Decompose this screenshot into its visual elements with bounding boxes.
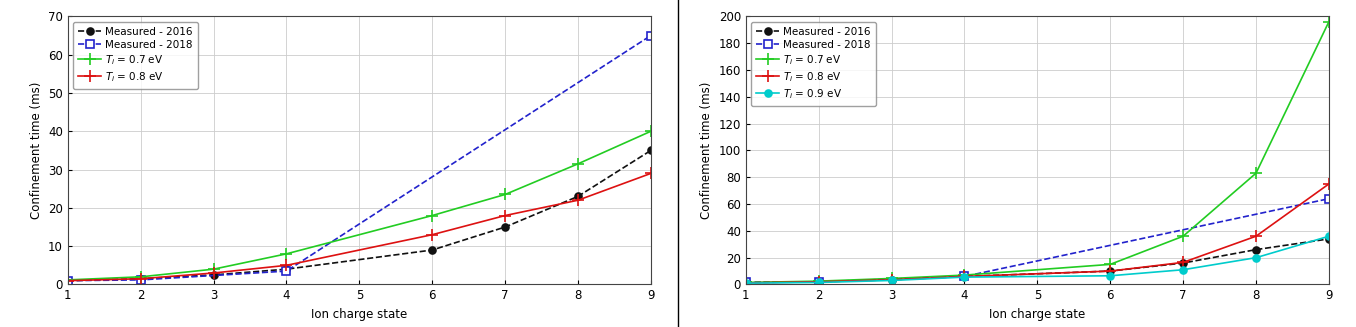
Measured - 2018 bbox=[133, 278, 149, 282]
Measured - 2016 bbox=[643, 148, 659, 152]
$T_i$ = 0.8 eV bbox=[570, 198, 586, 202]
$T_i$ = 0.8 eV bbox=[1102, 269, 1119, 273]
Legend: Measured - 2016, Measured - 2018, $T_i$ = 0.7 eV, $T_i$ = 0.8 eV, $T_i$ = 0.9 eV: Measured - 2016, Measured - 2018, $T_i$ … bbox=[751, 22, 876, 106]
Measured - 2018 bbox=[1321, 197, 1337, 201]
$T_i$ = 0.9 eV bbox=[884, 279, 900, 283]
$T_i$ = 0.9 eV bbox=[1174, 268, 1191, 272]
Measured - 2016 bbox=[884, 278, 900, 282]
Measured - 2016 bbox=[1174, 261, 1191, 265]
$T_i$ = 0.7 eV bbox=[1102, 262, 1119, 266]
Measured - 2016 bbox=[1248, 248, 1264, 251]
$T_i$ = 0.7 eV bbox=[496, 193, 513, 197]
$T_i$ = 0.9 eV bbox=[1102, 274, 1119, 278]
$T_i$ = 0.8 eV bbox=[1248, 234, 1264, 238]
Line: Measured - 2016: Measured - 2016 bbox=[64, 147, 655, 284]
$T_i$ = 0.8 eV bbox=[884, 278, 900, 282]
X-axis label: Ion charge state: Ion charge state bbox=[312, 308, 407, 321]
Measured - 2018 bbox=[278, 269, 294, 273]
Measured - 2018 bbox=[60, 279, 76, 283]
Measured - 2016 bbox=[956, 274, 972, 278]
$T_i$ = 0.8 eV bbox=[643, 171, 659, 175]
$T_i$ = 0.9 eV bbox=[811, 281, 827, 284]
Line: $T_i$ = 0.7 eV: $T_i$ = 0.7 eV bbox=[62, 126, 656, 285]
$T_i$ = 0.8 eV bbox=[1174, 260, 1191, 264]
$T_i$ = 0.8 eV bbox=[278, 263, 294, 267]
$T_i$ = 0.9 eV bbox=[738, 281, 754, 285]
Legend: Measured - 2016, Measured - 2018, $T_i$ = 0.7 eV, $T_i$ = 0.8 eV: Measured - 2016, Measured - 2018, $T_i$ … bbox=[73, 22, 198, 89]
$T_i$ = 0.7 eV bbox=[570, 162, 586, 166]
Line: Measured - 2018: Measured - 2018 bbox=[742, 195, 1333, 287]
Measured - 2016 bbox=[496, 225, 513, 229]
Measured - 2018 bbox=[643, 34, 659, 38]
$T_i$ = 0.8 eV bbox=[1321, 182, 1337, 186]
$T_i$ = 0.7 eV bbox=[1248, 171, 1264, 175]
$T_i$ = 0.8 eV bbox=[811, 280, 827, 284]
$T_i$ = 0.8 eV bbox=[956, 274, 972, 278]
$T_i$ = 0.7 eV bbox=[956, 273, 972, 277]
Measured - 2016 bbox=[133, 277, 149, 281]
Line: $T_i$ = 0.8 eV: $T_i$ = 0.8 eV bbox=[62, 168, 656, 286]
Measured - 2016 bbox=[424, 248, 441, 252]
$T_i$ = 0.7 eV bbox=[1174, 234, 1191, 238]
Line: $T_i$ = 0.8 eV: $T_i$ = 0.8 eV bbox=[740, 179, 1334, 288]
X-axis label: Ion charge state: Ion charge state bbox=[990, 308, 1085, 321]
$T_i$ = 0.8 eV bbox=[496, 214, 513, 217]
$T_i$ = 0.8 eV bbox=[738, 281, 754, 285]
$T_i$ = 0.8 eV bbox=[424, 233, 441, 237]
Measured - 2016 bbox=[1321, 237, 1337, 241]
Measured - 2016 bbox=[570, 195, 586, 198]
$T_i$ = 0.7 eV bbox=[738, 281, 754, 284]
$T_i$ = 0.7 eV bbox=[206, 267, 222, 271]
$T_i$ = 0.9 eV bbox=[956, 275, 972, 279]
Measured - 2018 bbox=[956, 274, 972, 278]
Measured - 2018 bbox=[811, 280, 827, 284]
Measured - 2016 bbox=[60, 279, 76, 283]
$T_i$ = 0.8 eV bbox=[206, 271, 222, 275]
$T_i$ = 0.7 eV bbox=[278, 252, 294, 256]
$T_i$ = 0.9 eV bbox=[1321, 234, 1337, 238]
$T_i$ = 0.8 eV bbox=[133, 277, 149, 281]
Y-axis label: Confinement time (ms): Confinement time (ms) bbox=[30, 82, 42, 219]
Line: Measured - 2018: Measured - 2018 bbox=[64, 31, 655, 285]
$T_i$ = 0.7 eV bbox=[643, 129, 659, 133]
$T_i$ = 0.7 eV bbox=[133, 275, 149, 279]
$T_i$ = 0.7 eV bbox=[811, 279, 827, 283]
Measured - 2016 bbox=[811, 280, 827, 284]
Measured - 2016 bbox=[738, 281, 754, 284]
Line: Measured - 2016: Measured - 2016 bbox=[742, 235, 1333, 286]
$T_i$ = 0.7 eV bbox=[424, 214, 441, 217]
Line: $T_i$ = 0.9 eV: $T_i$ = 0.9 eV bbox=[742, 233, 1333, 287]
$T_i$ = 0.7 eV bbox=[60, 278, 76, 282]
$T_i$ = 0.8 eV bbox=[60, 279, 76, 283]
Measured - 2016 bbox=[278, 267, 294, 271]
Measured - 2016 bbox=[1102, 269, 1119, 273]
Measured - 2016 bbox=[206, 273, 222, 277]
Measured - 2018 bbox=[738, 281, 754, 284]
$T_i$ = 0.9 eV bbox=[1248, 256, 1264, 260]
Y-axis label: Confinement time (ms): Confinement time (ms) bbox=[700, 82, 713, 219]
$T_i$ = 0.7 eV bbox=[884, 277, 900, 281]
$T_i$ = 0.7 eV bbox=[1321, 20, 1337, 24]
Line: $T_i$ = 0.7 eV: $T_i$ = 0.7 eV bbox=[740, 16, 1334, 288]
